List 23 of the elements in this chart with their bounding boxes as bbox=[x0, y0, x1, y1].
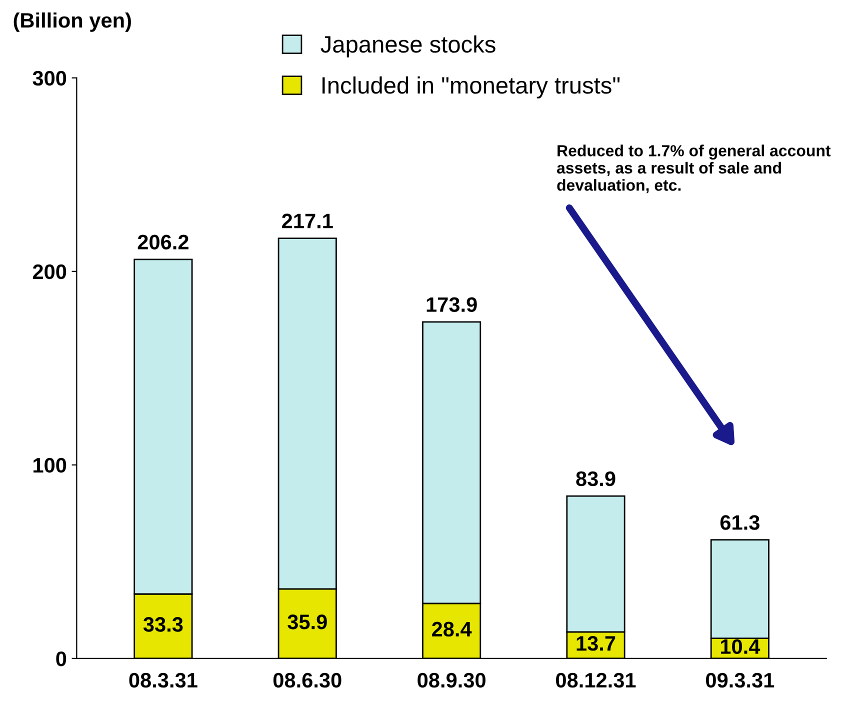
y-tick-label: 200 bbox=[32, 264, 66, 280]
legend-label: Japanese stocks bbox=[320, 35, 496, 58]
y-tick-label: 300 bbox=[32, 70, 66, 86]
total-label: 217.1 bbox=[282, 214, 333, 228]
annotation: Reduced to 1.7% of general account assets, as a result of sale and devaluation, etc. bbox=[556, 144, 831, 194]
data-label: 33.3 bbox=[143, 617, 183, 632]
x-tick-label: 08.3.31 bbox=[129, 672, 198, 688]
total-label: 206.2 bbox=[138, 234, 188, 250]
x-tick-label: 08.12.31 bbox=[556, 672, 636, 688]
data-label: 28.4 bbox=[432, 622, 472, 637]
total-label: 173.9 bbox=[426, 297, 477, 312]
legend-label: Included in "monetary trusts" bbox=[322, 76, 620, 98]
data-label: 13.7 bbox=[576, 636, 616, 651]
y-axis-title: (Billion yen) bbox=[14, 12, 131, 32]
total-label: 61.3 bbox=[720, 515, 760, 530]
x-tick-label: 08.6.30 bbox=[273, 672, 342, 688]
data-label: 10.4 bbox=[720, 639, 760, 654]
y-tick-label: 100 bbox=[34, 458, 66, 473]
total-label: 83.9 bbox=[576, 471, 616, 486]
y-tick-label: 0 bbox=[56, 651, 66, 666]
x-tick-label: 08.9.30 bbox=[418, 672, 486, 688]
data-label: 35.9 bbox=[288, 614, 327, 630]
x-tick-label: 09.3.31 bbox=[706, 672, 774, 688]
